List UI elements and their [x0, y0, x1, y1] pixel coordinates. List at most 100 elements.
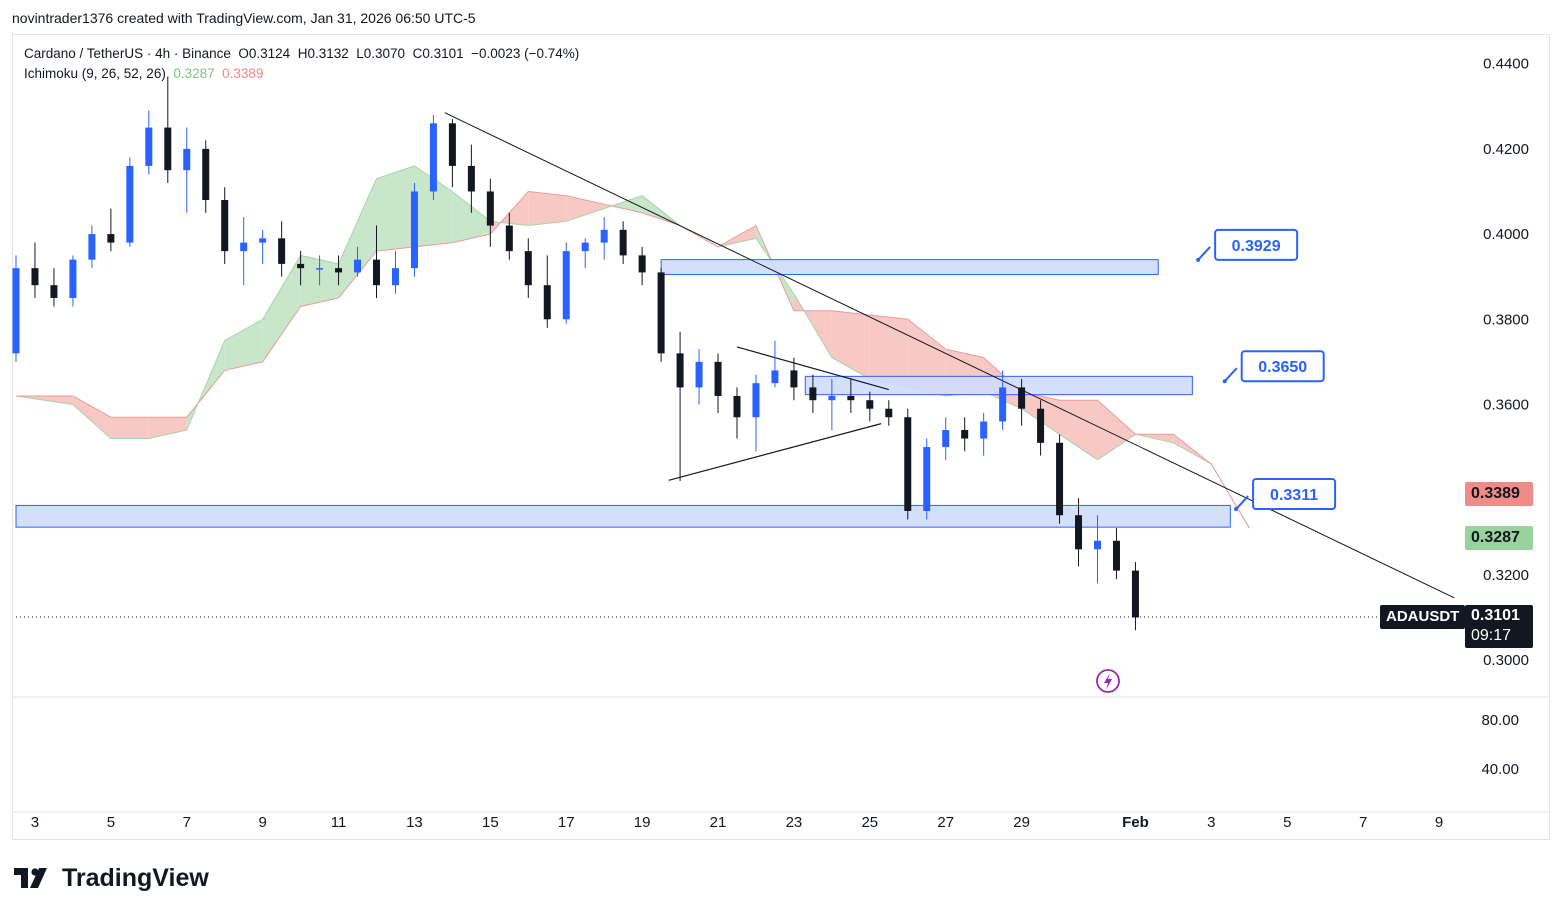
candle[interactable] [847, 378, 855, 413]
triangle-line[interactable] [736, 346, 889, 391]
indicator-name[interactable]: Ichimoku (9, 26, 52, 26) [24, 66, 166, 81]
candle[interactable] [961, 417, 969, 452]
candle[interactable] [202, 140, 210, 213]
candle[interactable] [619, 221, 627, 264]
candle[interactable] [999, 370, 1007, 431]
candle[interactable] [145, 110, 153, 175]
candle[interactable] [107, 208, 115, 252]
candle[interactable] [88, 225, 96, 269]
price-zone-rectangle[interactable] [804, 375, 1193, 396]
candle[interactable] [980, 412, 988, 456]
candle-body [391, 268, 399, 286]
candle[interactable] [676, 332, 684, 482]
candle[interactable] [866, 391, 874, 422]
candle[interactable] [467, 144, 475, 213]
candle-body [752, 383, 760, 418]
candle[interactable] [278, 221, 286, 277]
candle[interactable] [391, 251, 399, 294]
candle[interactable] [1018, 378, 1026, 426]
candle-body [486, 191, 494, 226]
price-callout[interactable]: 0.3311 [1234, 478, 1337, 512]
candle[interactable] [486, 178, 494, 247]
indicator-header: Ichimoku (9, 26, 52, 26) 0.3287 0.3389 [24, 66, 263, 81]
candle[interactable] [429, 114, 437, 200]
candle[interactable] [31, 242, 39, 298]
candle[interactable] [373, 225, 380, 298]
candle[interactable] [562, 242, 570, 324]
span-a-price-label: 0.3287 [1465, 525, 1533, 550]
price-zone-rectangle[interactable] [15, 504, 1231, 528]
candle[interactable] [126, 157, 134, 247]
candle[interactable] [923, 438, 931, 520]
tradingview-logo[interactable]: TradingView [14, 864, 209, 893]
candle[interactable] [771, 340, 779, 388]
candle[interactable] [505, 212, 513, 260]
ichimoku-cloud-segment [831, 310, 870, 379]
candle-body [335, 268, 343, 273]
candle[interactable] [1131, 562, 1139, 631]
candle-body [354, 259, 362, 273]
candle[interactable] [183, 127, 191, 213]
ichimoku-cloud-segment [110, 417, 149, 439]
ichimoku-cloud-segment [452, 191, 491, 243]
candle[interactable] [221, 187, 229, 264]
candle[interactable] [581, 238, 589, 269]
candle[interactable] [885, 400, 893, 426]
candle-body [714, 361, 722, 396]
candle[interactable] [657, 268, 665, 362]
candle[interactable] [828, 378, 836, 431]
candle[interactable] [50, 268, 58, 307]
candle[interactable] [410, 182, 418, 277]
candle[interactable] [600, 217, 608, 260]
candle[interactable] [1056, 434, 1064, 524]
span-b-line [16, 190, 1250, 529]
candle[interactable] [69, 255, 77, 307]
price-callout[interactable]: 0.3929 [1196, 228, 1299, 262]
alert-icon[interactable] [1096, 669, 1120, 693]
candle-body [980, 421, 988, 439]
span-a-line [15, 165, 1250, 529]
candle[interactable] [12, 255, 20, 362]
time-axis-tick: 5 [1283, 814, 1291, 831]
candle[interactable] [543, 255, 551, 328]
candle[interactable] [714, 353, 722, 413]
candle[interactable] [1075, 498, 1083, 567]
ichimoku-cloud-segment [528, 191, 567, 226]
candle[interactable] [354, 246, 362, 277]
candle-body [695, 361, 703, 388]
candle[interactable] [524, 238, 532, 298]
triangle-line[interactable] [668, 423, 882, 481]
candle[interactable] [164, 76, 172, 183]
candle[interactable] [335, 255, 343, 286]
time-axis-tick: 21 [710, 814, 727, 831]
candle-body [657, 272, 665, 354]
candle[interactable] [790, 357, 798, 401]
symbol-price-label: ADAUSDT [1380, 605, 1466, 630]
price-callout[interactable]: 0.3650 [1222, 350, 1325, 384]
descending-trendline[interactable] [444, 112, 1455, 599]
candle[interactable] [1112, 528, 1120, 580]
candle[interactable] [1094, 515, 1101, 584]
candle[interactable] [240, 217, 248, 286]
candle[interactable] [695, 349, 703, 405]
price-zone-rectangle[interactable] [660, 259, 1159, 276]
candle-body [524, 251, 532, 286]
ichimoku-cloud-segment [414, 165, 453, 247]
candle[interactable] [809, 374, 817, 413]
symbol-name[interactable]: Cardano / TetherUS · 4h · Binance [24, 46, 231, 61]
candle[interactable] [448, 119, 456, 188]
candle[interactable] [733, 387, 741, 439]
candle[interactable] [259, 229, 267, 264]
candle[interactable] [904, 408, 912, 520]
candle[interactable] [942, 417, 950, 460]
candle-body [562, 251, 570, 320]
candle[interactable] [752, 374, 760, 452]
ichimoku-cloud-segment [1097, 400, 1136, 460]
candle-body [1018, 387, 1026, 409]
candle[interactable] [1037, 400, 1045, 456]
candle[interactable] [638, 246, 646, 286]
candle[interactable] [297, 251, 305, 286]
candle-body [1037, 408, 1045, 443]
candle[interactable] [316, 255, 324, 286]
